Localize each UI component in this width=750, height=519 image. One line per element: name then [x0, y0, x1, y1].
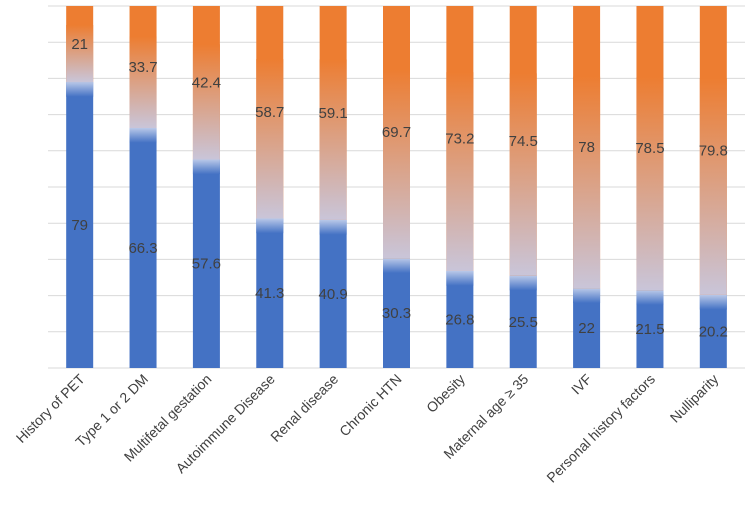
bar-lower-1	[129, 127, 157, 368]
bar-lower-5	[383, 258, 410, 368]
bar-lower-0	[66, 82, 94, 369]
bar-lower-fade-7	[509, 275, 537, 291]
data-label-upper-4: 59.1	[319, 105, 348, 122]
data-label-lower-10: 20.2	[699, 323, 728, 340]
data-label-upper-1: 33.7	[128, 59, 157, 76]
data-label-lower-1: 66.3	[128, 240, 157, 257]
bar-upper-fade-5	[383, 69, 410, 259]
category-label-8: IVF	[568, 371, 595, 398]
data-label-lower-9: 21.5	[635, 321, 664, 338]
data-label-lower-2: 57.6	[192, 256, 221, 273]
data-label-upper-0: 21	[71, 36, 88, 53]
bar-upper-fade-7	[509, 73, 537, 276]
bar-lower-fade-10	[699, 294, 727, 310]
data-label-lower-8: 22	[578, 320, 595, 337]
category-label-9: Personal history factors	[543, 371, 658, 486]
data-label-upper-9: 78.5	[635, 140, 664, 157]
bar-lower-fade-0	[66, 82, 94, 97]
data-label-upper-2: 42.4	[192, 75, 221, 92]
bar-lower-fade-9	[636, 290, 664, 305]
bar-upper-fade-4	[319, 59, 347, 220]
bar-upper-fade-2	[192, 44, 220, 160]
bar-lower-fade-6	[446, 270, 474, 286]
bar-upper-fade-1	[129, 36, 157, 128]
bar-lower-4	[319, 219, 347, 368]
data-label-lower-5: 30.3	[382, 305, 411, 322]
category-label-6: Obesity	[423, 371, 468, 416]
data-label-upper-5: 69.7	[382, 124, 411, 141]
data-labels: 79 21 66.3 33.7 57.6 42.4 41.3 58.7 40.9 59.1 30.3…	[71, 36, 728, 340]
bar-upper-fade-10	[699, 78, 727, 295]
bars	[66, 6, 727, 369]
bar-upper-fade-3	[256, 59, 284, 219]
category-label-4: Renal disease	[267, 371, 341, 445]
bar-upper-fade-9	[636, 77, 664, 291]
data-label-lower-6: 26.8	[445, 311, 474, 328]
data-label-lower-3: 41.3	[255, 285, 284, 302]
bar-lower-fade-4	[319, 219, 347, 235]
bar-upper-fade-0	[66, 25, 94, 83]
bar-lower-7	[509, 275, 537, 368]
data-label-lower-4: 40.9	[319, 286, 348, 303]
bar-lower-3	[256, 218, 284, 368]
bar-lower-fade-2	[192, 159, 220, 175]
bar-upper-fade-8	[573, 76, 601, 289]
category-label-5: Chronic HTN	[336, 371, 405, 440]
data-label-lower-0: 79	[71, 217, 88, 234]
bar-lower-fade-8	[573, 288, 601, 304]
data-label-upper-6: 73.2	[445, 130, 474, 147]
bar-lower-fade-5	[383, 258, 410, 274]
bar-lower-6	[446, 270, 474, 368]
category-label-10: Nulliparity	[667, 371, 722, 426]
bar-lower-fade-3	[256, 218, 284, 234]
data-label-upper-10: 79.8	[699, 142, 728, 159]
bar-upper-fade-6	[446, 72, 474, 271]
data-label-upper-7: 74.5	[509, 133, 538, 150]
data-label-upper-3: 58.7	[255, 104, 284, 121]
bar-lower-fade-1	[129, 127, 157, 143]
data-label-lower-7: 25.5	[509, 314, 538, 331]
bar-lower-2	[192, 159, 220, 368]
data-label-upper-8: 78	[578, 139, 595, 156]
